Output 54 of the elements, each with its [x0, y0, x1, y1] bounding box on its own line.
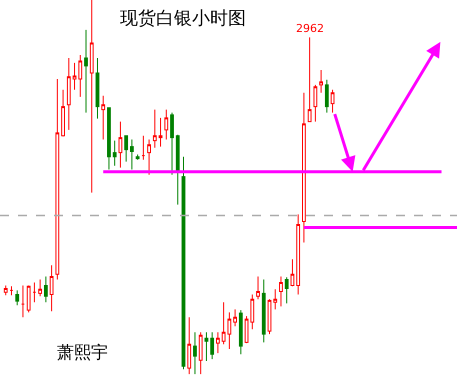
candlestick [38, 278, 42, 297]
annotation: 萧熙宇 [57, 343, 108, 363]
candlestick [210, 332, 214, 360]
candlestick [10, 286, 14, 296]
candlestick [204, 332, 208, 362]
candlestick [158, 117, 162, 148]
candlestick [330, 89, 334, 114]
candlestick [136, 154, 140, 160]
candlestick [130, 139, 134, 170]
candlestick [170, 112, 174, 176]
candlestick [313, 84, 318, 122]
text: 现货白银小时图 [120, 8, 246, 29]
candlestick [279, 276, 283, 307]
candlestick [101, 95, 106, 140]
candlestick [21, 284, 25, 318]
candlestick [164, 109, 168, 140]
candlestick [250, 294, 254, 330]
candlestick [118, 121, 122, 168]
candlestick [308, 36, 312, 122]
candlestick [284, 276, 289, 304]
candlestick [268, 298, 272, 335]
candlestick [290, 258, 294, 287]
candlestick [319, 69, 324, 94]
candlestick [296, 214, 300, 295]
candlestick [96, 57, 100, 120]
candlestick [244, 316, 248, 344]
candlestick [32, 282, 36, 303]
candlestick [78, 54, 82, 98]
candlestick [26, 284, 31, 313]
candlestick [15, 290, 20, 306]
candlestick [84, 29, 88, 114]
candlestick [273, 288, 278, 310]
candlestick [141, 135, 146, 160]
candlestick [72, 62, 76, 90]
candlestick [4, 284, 8, 296]
candlestick [193, 332, 197, 375]
candlestick [256, 276, 260, 300]
candlestick [238, 310, 243, 355]
candlestick [44, 276, 48, 303]
candlestick [302, 92, 306, 243]
candlestick [124, 135, 128, 162]
candlestick [152, 109, 157, 148]
candlestick [176, 134, 180, 206]
candlestick [182, 156, 186, 370]
candlestick [66, 57, 71, 130]
candlestick [147, 139, 151, 176]
annotation: 2962 [296, 22, 324, 35]
candlestick [107, 107, 111, 170]
candlestick [55, 78, 60, 280]
candlestick [50, 264, 54, 312]
candlestick [324, 79, 329, 114]
candlestick [262, 278, 266, 343]
candlestick [112, 140, 117, 166]
candlestick [61, 89, 65, 138]
